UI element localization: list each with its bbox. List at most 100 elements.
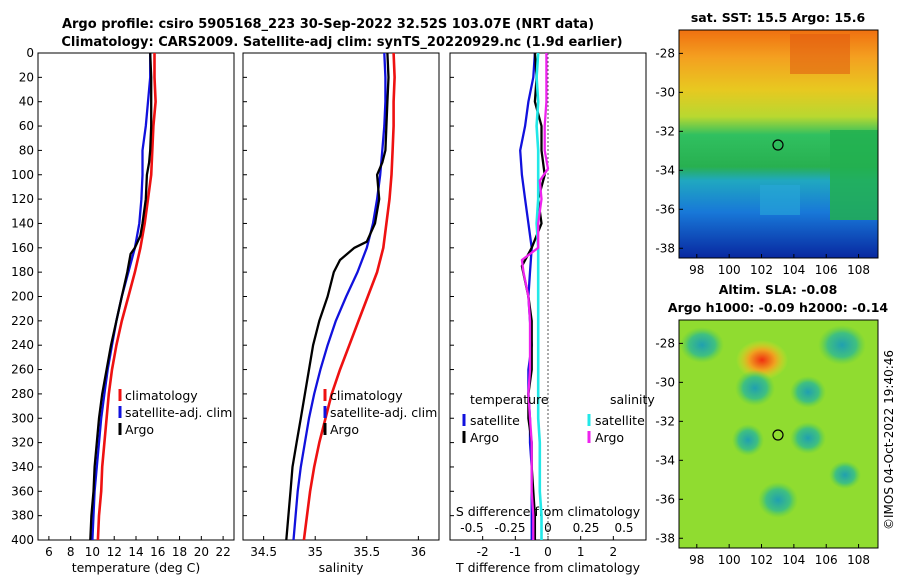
map-x-tick-label: 108 [847, 263, 870, 277]
map-y-tick-label: -28 [655, 46, 675, 60]
legend-label: Argo [330, 422, 359, 437]
map-y-tick-label: -36 [655, 492, 675, 506]
series-line-climatology [302, 52, 396, 541]
sal-x-tick-label: 36 [411, 545, 426, 559]
sst-y-ticks: -28 -30 -32 -34 -36 -38 [655, 46, 683, 255]
series-line-satellite-adj-clim [292, 52, 387, 541]
sla-map-title-1: Altim. SLA: -0.08 [719, 282, 838, 297]
series-line-salinity-satellite [535, 52, 543, 540]
legend-title-temperature: temperature [470, 392, 549, 407]
diff-x-tick-label: 2 [610, 545, 618, 559]
salinity-panel: 34.5 35 35.5 36 salinity climatology satellite… [242, 52, 440, 575]
s-difference-tick-label: 0.5 [614, 521, 633, 535]
map-y-tick-label: -34 [655, 163, 675, 177]
depth-tick-label: 140 [11, 216, 34, 230]
sst-map-cool-patch [760, 185, 800, 215]
legend-label: Argo [470, 430, 499, 445]
legend-label: climatology [125, 388, 198, 403]
legend-label: Argo [595, 430, 624, 445]
sla-argo-marker [772, 429, 784, 441]
sst-map-warm-patch [790, 34, 850, 74]
map-x-tick-label: 102 [750, 553, 773, 567]
sal-axes-frame [242, 52, 440, 541]
sla-anomaly-low [790, 376, 826, 408]
depth-tick-label: 100 [11, 168, 34, 182]
depth-tick-label: 120 [11, 192, 34, 206]
sla-y-ticks: -28 -30 -32 -34 -36 -38 [655, 336, 683, 545]
diff-x-tick-label: 0 [544, 545, 552, 559]
title-line-1: Argo profile: csiro 5905168_223 30-Sep-2… [62, 17, 594, 32]
temperature-panel: 0 20 40 60 80 100 120 140 160 180 200 220 240 260 280 3… [11, 46, 235, 575]
legend-label: satellite-adj. clim [125, 405, 232, 420]
depth-tick-label: 400 [11, 533, 34, 547]
temp-x-label: temperature (deg C) [72, 560, 201, 575]
depth-tick-label: 0 [26, 46, 34, 60]
sla-map-frame [678, 319, 879, 549]
depth-tick-label: 200 [11, 290, 34, 304]
depth-tick-label: 360 [11, 484, 34, 498]
legend-label: satellite [470, 413, 520, 428]
series-line-salinity-argo [520, 53, 550, 540]
map-y-tick-label: -36 [655, 202, 675, 216]
sla-x-ticks: 98 100 102 104 106 108 [689, 544, 870, 567]
depth-tick-label: 320 [11, 436, 34, 450]
s-difference-tick-label: 0 [544, 521, 552, 535]
map-y-tick-label: -30 [655, 375, 675, 389]
legend-label: satellite [595, 413, 645, 428]
sla-anomaly-low [680, 327, 724, 363]
sla-anomaly-high [736, 340, 788, 380]
sst-map-land-shelf [830, 130, 878, 220]
sla-anomaly-low [732, 424, 764, 456]
map-x-tick-label: 104 [782, 553, 805, 567]
sst-argo-marker [772, 139, 784, 151]
diff-x-label: T difference from climatology [455, 560, 641, 575]
temp-x-tick-label: 12 [107, 545, 122, 559]
series-line-argo [285, 52, 390, 541]
map-y-tick-label: -30 [655, 85, 675, 99]
temp-x-tick-label: 14 [128, 545, 143, 559]
depth-tick-label: 260 [11, 363, 34, 377]
series-line-climatology [96, 53, 157, 541]
map-x-tick-label: 106 [815, 263, 838, 277]
sst-map-frame [678, 29, 879, 259]
depth-tick-label: 300 [11, 411, 34, 425]
temp-axes-frame [37, 52, 235, 541]
temp-x-tick-label: 22 [215, 545, 230, 559]
map-x-tick-label: 102 [750, 263, 773, 277]
diff-x-tick-label: 1 [577, 545, 585, 559]
sla-anomaly-low [735, 370, 775, 406]
temp-x-tick-label: 20 [194, 545, 209, 559]
map-x-tick-label: 104 [782, 263, 805, 277]
depth-tick-label: 160 [11, 241, 34, 255]
sla-anomaly-low [758, 482, 798, 518]
sla-anomaly-low [829, 461, 861, 489]
map-y-tick-label: -32 [655, 414, 675, 428]
sst-map: sat. SST: 15.5 Argo: 15.6 98 100 102 104 106… [655, 10, 879, 277]
depth-tick-label: 40 [19, 95, 34, 109]
depth-tick-label: 80 [19, 143, 34, 157]
depth-tick-label: 60 [19, 119, 34, 133]
legend-label: Argo [125, 422, 154, 437]
s-difference-label: S difference from climatology [456, 504, 641, 519]
map-y-tick-label: -38 [655, 531, 675, 545]
legend-label: satellite-adj. clim [330, 405, 437, 420]
credit-text: ©IMOS 04-Oct-2022 19:40:46 [882, 350, 896, 530]
map-x-tick-label: 100 [718, 263, 741, 277]
map-x-tick-label: 100 [718, 553, 741, 567]
map-y-tick-label: -34 [655, 453, 675, 467]
temp-x-tick-label: 18 [172, 545, 187, 559]
map-x-tick-label: 98 [689, 263, 704, 277]
s-difference-tick-label: -0.5 [460, 521, 483, 535]
sla-map-title-2: Argo h1000: -0.09 h2000: -0.14 [668, 300, 889, 315]
diff-x-tick-label: -1 [509, 545, 521, 559]
depth-tick-label: 180 [11, 265, 34, 279]
depth-tick-label: 280 [11, 387, 34, 401]
temp-x-tick-label: 10 [85, 545, 100, 559]
sla-anomaly-low [818, 325, 866, 365]
s-difference-tick-label: -0.25 [494, 521, 525, 535]
map-x-tick-label: 98 [689, 553, 704, 567]
map-y-tick-label: -32 [655, 124, 675, 138]
sal-x-tick-label: 35.5 [353, 545, 380, 559]
